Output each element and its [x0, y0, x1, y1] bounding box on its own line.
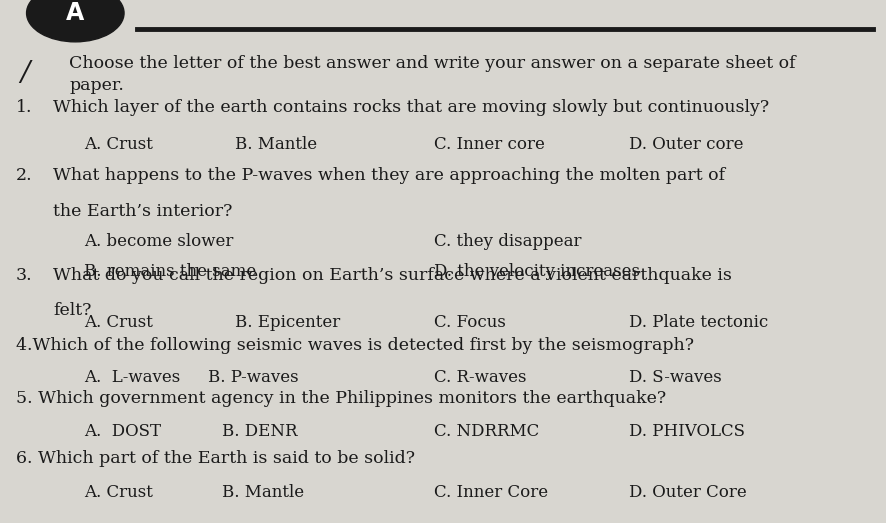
Text: D. the velocity increases: D. the velocity increases	[434, 263, 641, 280]
Text: C. they disappear: C. they disappear	[434, 233, 581, 250]
Text: B. DENR: B. DENR	[222, 423, 297, 440]
Text: 3.: 3.	[16, 267, 33, 284]
Text: D. S-waves: D. S-waves	[629, 369, 722, 386]
Text: C. Focus: C. Focus	[434, 314, 506, 331]
Text: Which layer of the earth contains rocks that are moving slowly but continuously?: Which layer of the earth contains rocks …	[53, 99, 769, 117]
Text: A: A	[66, 1, 84, 25]
Text: B. Epicenter: B. Epicenter	[235, 314, 340, 331]
Text: C. R-waves: C. R-waves	[434, 369, 526, 386]
Text: A. Crust: A. Crust	[84, 314, 153, 331]
Text: 6. Which part of the Earth is said to be solid?: 6. Which part of the Earth is said to be…	[16, 450, 415, 467]
Text: 1.: 1.	[16, 99, 33, 117]
Text: 5. Which government agency in the Philippines monitors the earthquake?: 5. Which government agency in the Philip…	[16, 390, 666, 407]
Text: C. Inner Core: C. Inner Core	[434, 484, 548, 501]
Text: A.  DOST: A. DOST	[84, 423, 161, 440]
Text: B. Mantle: B. Mantle	[235, 136, 317, 153]
Text: A. become slower: A. become slower	[84, 233, 234, 250]
Text: C. NDRRMC: C. NDRRMC	[434, 423, 540, 440]
Text: A.  L-waves: A. L-waves	[84, 369, 181, 386]
Text: What do you call the region on Earth’s surface where a violent earthquake is: What do you call the region on Earth’s s…	[53, 267, 732, 284]
Text: felt?: felt?	[53, 302, 91, 320]
Text: D. PHIVOLCS: D. PHIVOLCS	[629, 423, 745, 440]
Text: 2.: 2.	[16, 167, 33, 185]
Text: D. Plate tectonic: D. Plate tectonic	[629, 314, 768, 331]
Text: A. Crust: A. Crust	[84, 484, 153, 501]
Text: 4.Which of the following seismic waves is detected first by the seismograph?: 4.Which of the following seismic waves i…	[16, 337, 694, 355]
Text: B. remains the same: B. remains the same	[84, 263, 256, 280]
Text: D. Outer core: D. Outer core	[629, 136, 743, 153]
Text: C. Inner core: C. Inner core	[434, 136, 545, 153]
Text: B. P-waves: B. P-waves	[208, 369, 299, 386]
Text: /: /	[20, 60, 29, 87]
Circle shape	[27, 0, 124, 42]
Text: What happens to the P-waves when they are approaching the molten part of: What happens to the P-waves when they ar…	[53, 167, 726, 185]
Text: A. Crust: A. Crust	[84, 136, 153, 153]
Text: the Earth’s interior?: the Earth’s interior?	[53, 203, 232, 220]
Text: D. Outer Core: D. Outer Core	[629, 484, 747, 501]
Text: B. Mantle: B. Mantle	[222, 484, 304, 501]
Text: Choose the letter of the best answer and write your answer on a separate sheet o: Choose the letter of the best answer and…	[69, 55, 796, 94]
